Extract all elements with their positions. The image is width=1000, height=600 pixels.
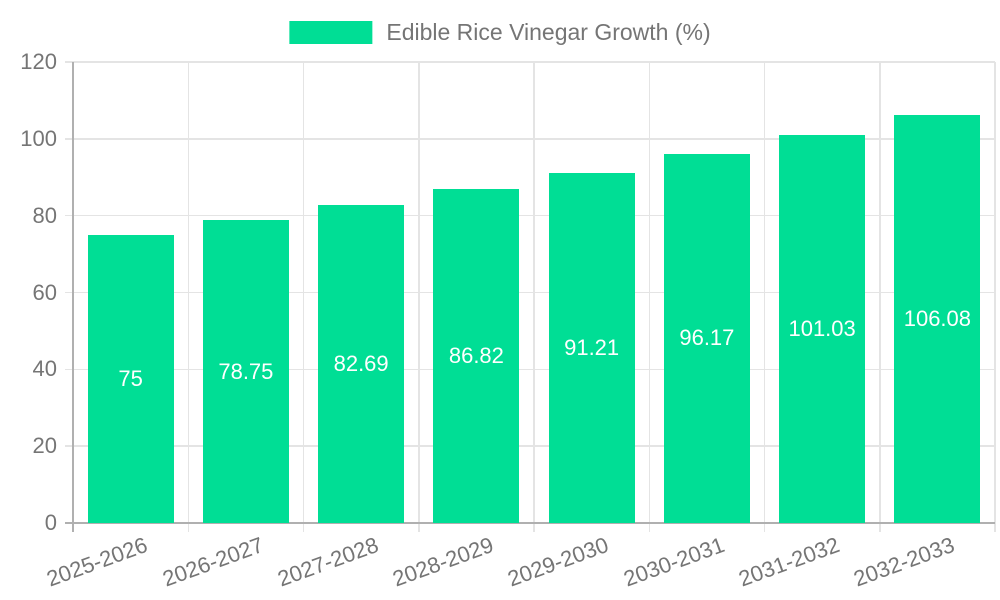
legend-swatch-icon bbox=[289, 21, 373, 44]
bar-value-label: 75 bbox=[118, 365, 143, 391]
x-axis-tick-label: 2026-2027 bbox=[159, 532, 267, 592]
gridline-vertical bbox=[763, 62, 766, 523]
x-axis-tick-label: 2025-2026 bbox=[43, 532, 152, 592]
bar[interactable] bbox=[433, 189, 520, 523]
gridline-vertical bbox=[994, 62, 996, 523]
legend-label: Edible Rice Vinegar Growth (%) bbox=[386, 19, 711, 45]
bar-value-label: 78.75 bbox=[218, 358, 274, 384]
y-axis-tick-label: 60 bbox=[32, 279, 57, 305]
x-axis-line bbox=[65, 522, 995, 524]
y-axis-tick-mark bbox=[65, 61, 73, 63]
y-axis-tick-mark bbox=[65, 445, 73, 447]
bar-value-label: 86.82 bbox=[448, 343, 504, 369]
y-axis-tick-label: 0 bbox=[44, 510, 57, 535]
x-axis-tick-mark bbox=[533, 523, 535, 532]
y-axis-tick-label: 120 bbox=[20, 49, 57, 74]
gridline-vertical bbox=[648, 62, 650, 523]
y-axis-tick-label: 20 bbox=[32, 433, 57, 459]
x-axis-tick-label: 2030-2031 bbox=[620, 532, 728, 592]
y-axis-tick-mark bbox=[65, 291, 73, 294]
y-axis-line bbox=[72, 62, 74, 532]
bar-value-label: 82.69 bbox=[333, 351, 389, 377]
bar-value-label: 91.21 bbox=[564, 334, 620, 360]
y-axis-tick-label: 100 bbox=[20, 125, 57, 151]
y-axis-tick-mark bbox=[65, 214, 73, 217]
bar[interactable] bbox=[548, 172, 635, 523]
x-axis-tick-label: 2027-2028 bbox=[274, 532, 382, 592]
y-axis-tick-mark bbox=[65, 368, 73, 371]
x-axis-tick-mark bbox=[763, 523, 766, 532]
x-axis-tick-mark bbox=[187, 523, 189, 532]
bar[interactable] bbox=[318, 205, 405, 523]
bar[interactable] bbox=[779, 134, 866, 523]
y-axis-tick-label: 40 bbox=[32, 356, 57, 382]
x-axis-tick-mark bbox=[994, 523, 996, 532]
x-axis-tick-mark bbox=[648, 523, 650, 532]
bar-value-label: 101.03 bbox=[788, 315, 856, 341]
legend[interactable]: Edible Rice Vinegar Growth (%) bbox=[289, 19, 711, 46]
bar-value-label: 106.08 bbox=[903, 306, 972, 332]
bar[interactable] bbox=[894, 115, 981, 523]
gridline-vertical bbox=[302, 62, 305, 523]
bar[interactable] bbox=[87, 234, 174, 523]
x-axis-tick-mark bbox=[302, 523, 305, 532]
y-axis-tick-label: 80 bbox=[32, 202, 57, 228]
x-axis-tick-label: 2029-2030 bbox=[504, 532, 613, 592]
gridline-vertical bbox=[187, 62, 189, 523]
bar-value-label: 96.17 bbox=[679, 325, 735, 351]
y-axis-tick-mark bbox=[65, 138, 73, 140]
bar[interactable] bbox=[663, 153, 750, 523]
x-axis-tick-mark bbox=[879, 523, 881, 532]
x-axis-tick-label: 2031-2032 bbox=[735, 532, 843, 592]
gridline-vertical bbox=[879, 62, 881, 523]
bar[interactable] bbox=[202, 220, 289, 523]
x-axis-tick-mark bbox=[418, 523, 420, 532]
gridline-vertical bbox=[533, 62, 535, 523]
x-axis-tick-label: 2028-2029 bbox=[389, 532, 497, 592]
x-axis-tick-label: 2032-2033 bbox=[850, 532, 958, 592]
gridline-vertical bbox=[418, 62, 420, 523]
